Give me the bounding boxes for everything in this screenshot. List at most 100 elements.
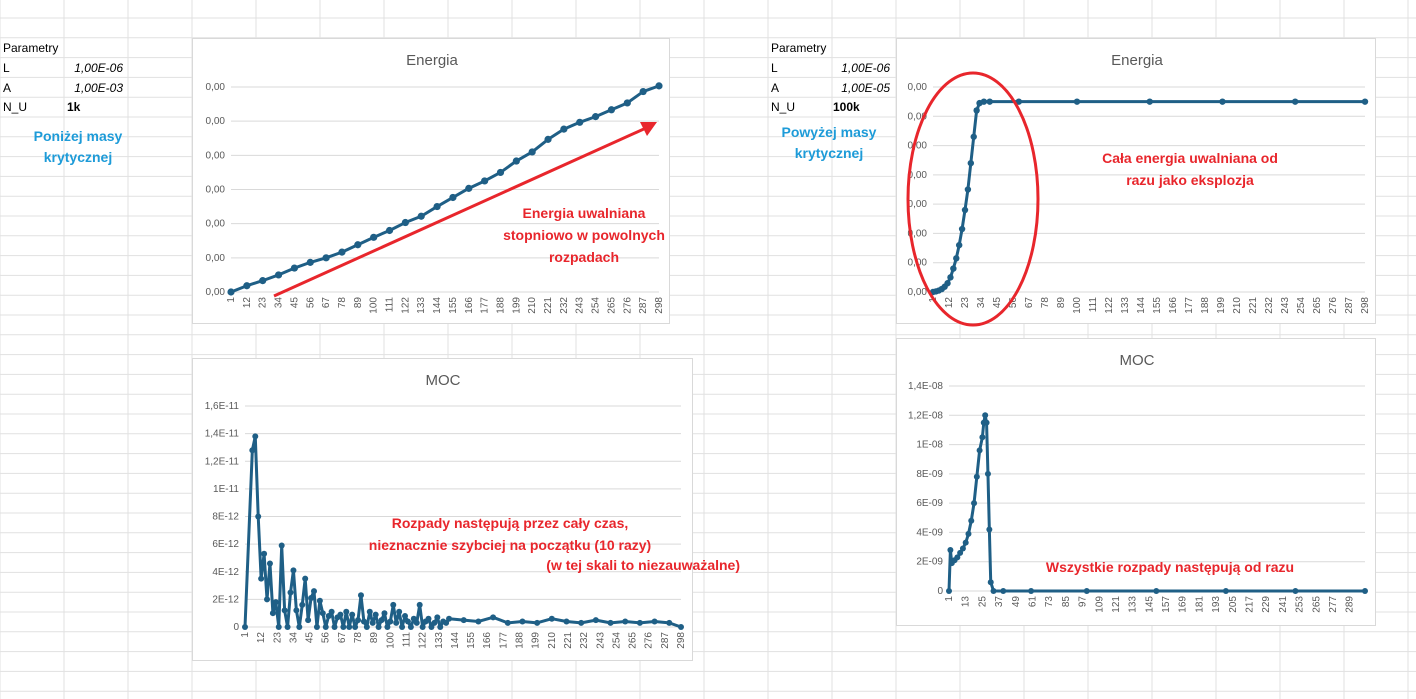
- y-tick-label: 0,00: [908, 287, 928, 298]
- y-tick-label: 8E-12: [212, 512, 239, 523]
- data-point: [227, 288, 235, 296]
- right-note-line1: Powyżej masy: [781, 124, 877, 140]
- data-point: [983, 419, 990, 426]
- left-energy-chart[interactable]: Energia 0,00 0,00 0,00 0,00 0,00 0,00 0,00 1 12 23…: [192, 38, 670, 324]
- x-tick-label: 276: [644, 632, 655, 649]
- x-tick-label: 241: [1278, 596, 1289, 613]
- x-tick-label: 166: [482, 632, 493, 649]
- data-point: [1153, 588, 1160, 594]
- chart-title: MOC: [426, 372, 461, 389]
- y-tick-label: 0,00: [908, 228, 928, 239]
- x-tick-label: 221: [543, 297, 554, 314]
- x-tick-label: 145: [1144, 596, 1155, 613]
- data-point: [651, 618, 658, 625]
- left-power-annotation-line2: nieznacznie szybciej na początku (10 raz…: [368, 537, 652, 553]
- data-point: [310, 588, 317, 595]
- data-point: [275, 624, 282, 630]
- data-point: [980, 98, 988, 105]
- y-tick-label: 1,6E-11: [205, 401, 240, 412]
- data-point: [528, 148, 536, 156]
- x-tick-label: 157: [1161, 596, 1172, 613]
- x-tick-label: 243: [595, 632, 606, 649]
- data-point: [316, 597, 323, 604]
- data-point: [305, 617, 312, 624]
- right-param-a-value[interactable]: 1,00E-05: [841, 81, 890, 95]
- y-tick-label: 2E-09: [916, 557, 943, 568]
- data-point: [393, 619, 400, 626]
- x-tick-label: 265: [628, 632, 639, 649]
- data-point: [519, 618, 526, 625]
- data-point: [666, 619, 673, 626]
- x-tick-label: 23: [272, 632, 283, 644]
- x-tick-label: 1: [928, 297, 939, 303]
- x-tick-label: 155: [448, 297, 459, 314]
- x-tick-label: 144: [1136, 297, 1147, 314]
- x-tick-label: 229: [1261, 596, 1272, 613]
- data-point: [357, 592, 364, 599]
- x-tick-label: 67: [321, 297, 332, 309]
- right-note-line2: krytycznej: [794, 145, 864, 161]
- left-power-annotation: Rozpady następują przez cały czas, niezn…: [340, 512, 680, 556]
- data-point: [623, 99, 631, 107]
- x-tick-label: 34: [976, 297, 987, 309]
- x-tick-label: 188: [1200, 297, 1211, 314]
- left-param-nu-value[interactable]: 1k: [67, 100, 81, 114]
- data-point: [512, 157, 520, 165]
- data-point: [622, 618, 629, 625]
- x-tick-label: 276: [622, 297, 633, 314]
- x-tick-label: 177: [1184, 297, 1195, 314]
- left-param-l-name: L: [3, 61, 10, 75]
- data-point: [954, 554, 961, 561]
- data-point: [308, 594, 315, 601]
- x-tick-label: 144: [450, 632, 461, 649]
- x-tick-label: 85: [1061, 596, 1072, 608]
- data-point: [313, 624, 320, 630]
- data-point: [578, 619, 585, 626]
- data-point: [372, 611, 379, 618]
- x-tick-label: 210: [1232, 297, 1243, 314]
- x-tick-label: 253: [1295, 596, 1306, 613]
- data-point: [375, 624, 382, 630]
- left-note-line1: Poniżej masy: [33, 128, 123, 144]
- x-tick-label: 61: [1027, 596, 1038, 608]
- y-tick-label: 0,00: [908, 82, 928, 93]
- x-tick-label: 109: [1094, 596, 1105, 613]
- data-point: [338, 248, 346, 256]
- data-point: [465, 184, 473, 192]
- y-tick-label: 0: [233, 622, 239, 633]
- left-param-l-value[interactable]: 1,00E-06: [74, 61, 123, 75]
- right-param-nu-value[interactable]: 100k: [833, 100, 860, 114]
- data-point: [446, 615, 453, 622]
- y-tick-label: 1,4E-11: [205, 429, 240, 440]
- x-tick-label: 254: [591, 297, 602, 314]
- x-tick-label: 210: [547, 632, 558, 649]
- data-point: [968, 517, 975, 524]
- x-tick-label: 78: [337, 297, 348, 309]
- data-point: [354, 241, 362, 249]
- x-tick-label: 133: [1120, 297, 1131, 314]
- left-param-a-value[interactable]: 1,00E-03: [74, 81, 123, 95]
- left-energy-annotation-line1: Energia uwalniana: [522, 205, 646, 221]
- left-power-annotation-line3: (w tej skali to niezauważalne): [546, 557, 740, 573]
- data-point: [346, 624, 353, 630]
- data-point: [259, 277, 267, 285]
- data-point: [449, 193, 457, 202]
- left-param-nu-name: N_U: [3, 100, 28, 114]
- data-point: [1362, 588, 1368, 594]
- data-point: [1015, 98, 1023, 105]
- data-point: [534, 619, 541, 626]
- data-point: [396, 608, 403, 615]
- right-power-chart[interactable]: MOC 0 2E-09 4E-09 6E-09 8E-09 1E-08 1,2E-08 1,4E…: [896, 338, 1376, 626]
- data-point: [460, 617, 467, 624]
- x-tick-label: 49: [1011, 596, 1022, 608]
- x-tick-label: 181: [1194, 596, 1205, 613]
- data-point: [986, 98, 993, 105]
- x-tick-label: 287: [660, 632, 671, 649]
- data-point: [369, 619, 376, 626]
- data-point: [319, 610, 326, 617]
- data-point: [639, 87, 647, 96]
- data-point: [607, 106, 616, 114]
- y-tick-label: 0,00: [206, 253, 226, 264]
- left-power-chart[interactable]: MOC 0 2E-12 4E-12 6E-12 8E-12 1E-11 1,2E-11 1,4E…: [192, 358, 693, 661]
- right-param-l-value[interactable]: 1,00E-06: [841, 61, 890, 75]
